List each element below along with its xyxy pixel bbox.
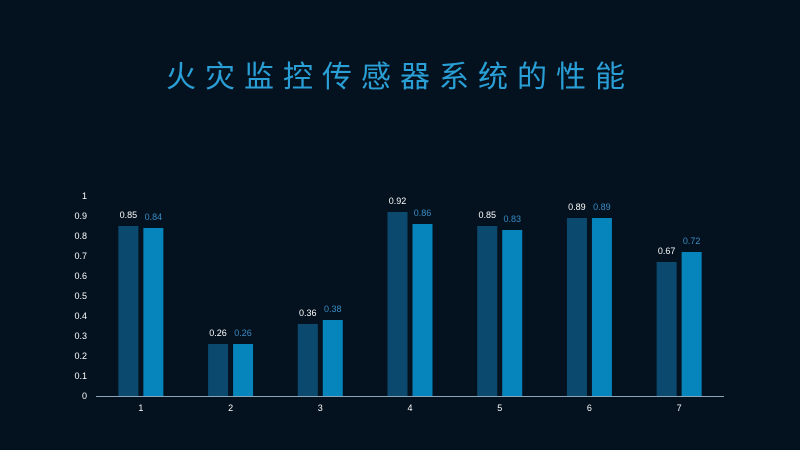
data-label: 0.92 [389,196,407,206]
bar-series-1 [297,324,318,396]
data-label: 0.67 [658,246,676,256]
y-tick-label: 0.1 [74,371,87,381]
data-label: 0.83 [503,214,521,224]
chart-title: 火灾监控传感器系统的性能 [166,60,634,95]
bar-series-2 [143,228,164,396]
bar-series-2 [233,344,254,396]
y-tick-label: 0.8 [74,231,87,241]
x-tick-label: 7 [677,403,682,413]
y-tick-label: 0 [82,391,87,401]
bar-series-1 [118,226,139,396]
data-label: 0.85 [478,210,496,220]
x-tick-label: 1 [138,403,143,413]
data-label: 0.36 [299,308,317,318]
y-tick-label: 0.3 [74,331,87,341]
y-tick-label: 0.7 [74,251,87,261]
bar-series-2 [681,252,702,396]
x-tick-label: 4 [407,403,412,413]
data-label: 0.38 [324,304,342,314]
bar-series-1 [387,212,408,396]
data-label: 0.89 [593,202,611,212]
bar-series-2 [591,218,612,396]
bar-series-1 [656,262,677,396]
bar-series-2 [322,320,343,396]
data-label: 0.26 [234,328,252,338]
bar-series-1 [566,218,587,396]
bar-series-2 [502,230,523,396]
x-tick-label: 6 [587,403,592,413]
data-label: 0.84 [145,212,163,222]
x-tick-label: 3 [318,403,323,413]
bar-series-1 [208,344,229,396]
y-tick-label: 0.6 [74,271,87,281]
data-label: 0.26 [209,328,227,338]
x-tick-label: 5 [497,403,502,413]
y-tick-label: 0.5 [74,291,87,301]
bar-series-1 [477,226,498,396]
data-label: 0.86 [414,208,432,218]
bar-series-2 [412,224,433,396]
y-tick-label: 1 [82,191,87,201]
y-tick-label: 0.9 [74,211,87,221]
y-tick-label: 0.2 [74,351,87,361]
y-tick-label: 0.4 [74,311,87,321]
x-tick-label: 2 [228,403,233,413]
data-label: 0.85 [120,210,138,220]
data-label: 0.72 [683,236,701,246]
data-label: 0.89 [568,202,586,212]
